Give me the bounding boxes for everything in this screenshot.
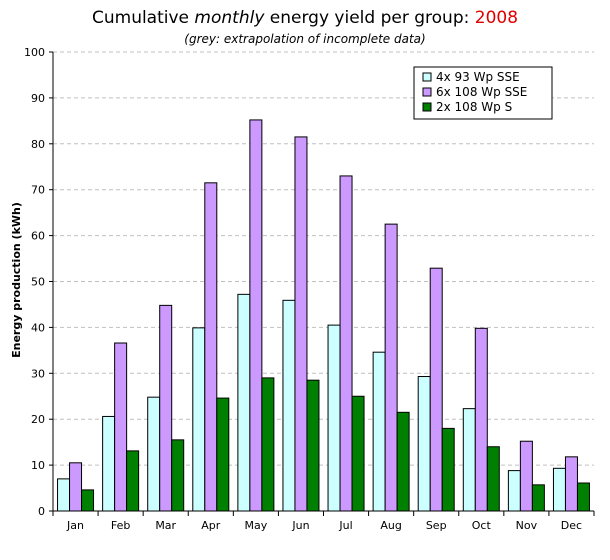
bar	[486, 446, 500, 512]
y-axis-label: Energy production (kWh)	[10, 202, 23, 358]
y-tick-labels: 0 10 20 30 40 50 60 70 80 90 100	[24, 46, 45, 518]
bar	[192, 327, 206, 512]
legend-label: 4x 93 Wp SSE	[436, 70, 520, 84]
y-tick-label: 100	[24, 46, 45, 59]
bars	[57, 119, 590, 512]
bar	[204, 182, 218, 512]
bar	[564, 456, 578, 512]
y-tick-label: 80	[31, 138, 45, 151]
bar	[159, 304, 173, 512]
legend-label: 2x 108 Wp S	[436, 100, 512, 114]
bar	[474, 327, 488, 512]
y-tick-label: 60	[31, 230, 45, 243]
bar	[81, 489, 95, 512]
bar	[216, 397, 230, 512]
bar	[261, 377, 275, 512]
x-tick-label: Oct	[472, 519, 492, 532]
axes	[49, 51, 595, 516]
legend-swatch	[422, 87, 432, 97]
bar	[57, 478, 71, 512]
y-tick-label: 20	[31, 413, 45, 426]
bar	[507, 470, 521, 512]
x-tick-labels: Jan Feb Mar Apr May Jun Jul Aug Sep Oct Nov Dec	[66, 519, 582, 532]
y-tick-label: 70	[31, 184, 45, 197]
x-tick-label: Aug	[380, 519, 401, 532]
legend-swatch	[422, 102, 432, 112]
x-tick-label: Jun	[291, 519, 309, 532]
x-tick-label: Jul	[338, 519, 352, 532]
y-tick-label: 0	[38, 505, 45, 518]
chart-subtitle: (grey: extrapolation of incomplete data)	[184, 32, 426, 46]
bar	[441, 427, 455, 512]
y-tick-label: 30	[31, 367, 45, 380]
bar	[531, 484, 545, 512]
bar	[282, 299, 296, 512]
legend-box	[413, 66, 553, 120]
y-tick-label: 50	[31, 276, 45, 289]
bar	[237, 293, 251, 512]
bar	[69, 462, 83, 512]
chart-title: Cumulative monthly energy yield per grou…	[0, 8, 610, 28]
title-suffix: energy yield per group:	[264, 8, 475, 28]
title-year: 2008	[474, 8, 519, 28]
bar	[351, 395, 365, 512]
bar	[552, 467, 566, 512]
bar	[249, 119, 263, 512]
x-tick-label: Apr	[201, 519, 221, 532]
bar	[396, 411, 410, 512]
bar	[114, 342, 128, 512]
bar	[102, 415, 116, 512]
legend-swatch	[422, 72, 432, 82]
x-tick-label: May	[245, 519, 268, 532]
bar	[372, 351, 386, 512]
bar	[294, 136, 308, 512]
x-tick-label: Sep	[426, 519, 447, 532]
bar	[519, 440, 533, 512]
bar	[306, 379, 320, 512]
bar	[171, 439, 185, 512]
bar	[126, 450, 140, 512]
title-emphasis: monthly	[194, 8, 265, 28]
bar	[576, 482, 590, 512]
x-tick-label: Mar	[155, 519, 176, 532]
bar	[462, 408, 476, 512]
bar	[327, 324, 341, 512]
bar	[429, 267, 443, 512]
bar	[384, 223, 398, 512]
y-tick-label: 90	[31, 92, 45, 105]
legend-label: 6x 108 Wp SSE	[436, 85, 527, 99]
x-tick-label: Jan	[66, 519, 84, 532]
bar	[147, 396, 161, 512]
x-tick-label: Nov	[516, 519, 538, 532]
y-tick-label: 40	[31, 321, 45, 334]
x-tick-label: Feb	[111, 519, 130, 532]
x-tick-label: Dec	[561, 519, 582, 532]
bar	[417, 376, 431, 512]
bar	[339, 175, 353, 512]
title-prefix: Cumulative	[91, 8, 195, 28]
y-tick-label: 10	[31, 459, 45, 472]
